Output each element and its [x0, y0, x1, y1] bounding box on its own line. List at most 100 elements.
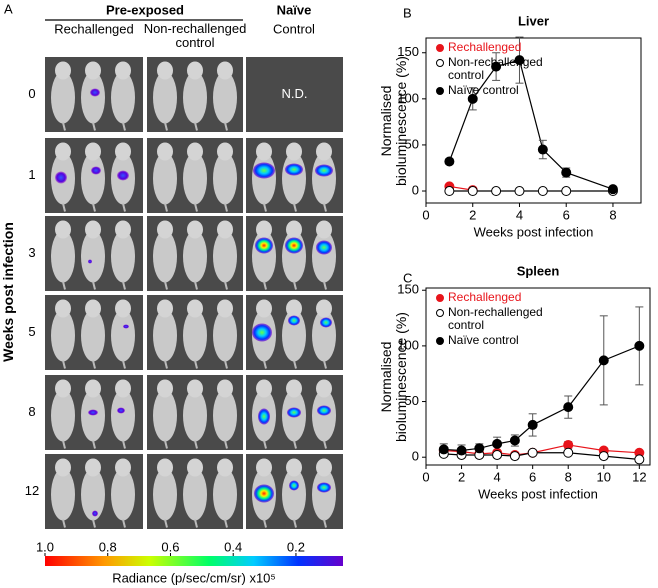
- data-point: [438, 444, 449, 455]
- mouse-head: [85, 299, 101, 318]
- x-tick-label: 0: [422, 469, 429, 484]
- colorbar-tick-label: 0.8: [99, 539, 117, 554]
- mouse-body: [312, 468, 336, 521]
- legend-marker: [436, 44, 444, 52]
- row-label: 5: [28, 324, 35, 339]
- mouse-head: [217, 61, 233, 80]
- colorbar-tick-label: 0.4: [224, 539, 242, 554]
- mouse-tail: [194, 122, 198, 131]
- mouse-head: [115, 458, 131, 477]
- data-point: [598, 355, 609, 366]
- mouse-head: [187, 379, 203, 398]
- signal-blob: [91, 166, 101, 175]
- mouse-head: [55, 379, 71, 398]
- mouse-tail: [164, 122, 168, 131]
- mouse-body: [183, 389, 207, 442]
- data-point: [491, 186, 502, 197]
- signal-blob: [316, 240, 332, 255]
- mouse-head: [256, 299, 272, 318]
- data-point: [598, 451, 609, 462]
- mouse-head: [286, 220, 302, 239]
- mouse-body: [111, 468, 135, 521]
- x-tick-label: 10: [597, 469, 611, 484]
- data-point: [527, 447, 538, 458]
- y-tick-label: 100: [397, 90, 419, 105]
- mouse-body: [183, 71, 207, 124]
- row-label: 12: [25, 483, 39, 498]
- y-tick-label: 100: [397, 337, 419, 352]
- group-header: Naïve: [277, 2, 312, 17]
- legend-label: Non-rechallenged control: [448, 55, 543, 82]
- mouse-head: [256, 458, 272, 477]
- mouse-head: [217, 299, 233, 318]
- data-point: [467, 186, 478, 197]
- plot-frame: [425, 37, 642, 204]
- legend-label: Naïve control: [448, 83, 519, 97]
- mouse-tail: [164, 360, 168, 369]
- y-tick-label: 50: [405, 136, 419, 151]
- row-label: 8: [28, 404, 35, 419]
- mouse-tail: [263, 519, 267, 528]
- mouse-body: [153, 152, 177, 205]
- data-point: [634, 454, 645, 465]
- mouse-tail: [62, 281, 66, 290]
- mouse-tail: [62, 519, 66, 528]
- mouse-head: [157, 299, 173, 318]
- x-tick-label: 8: [609, 207, 616, 222]
- data-point: [561, 167, 572, 178]
- data-point: [527, 419, 538, 430]
- signal-blob: [255, 237, 273, 254]
- mouse-head: [286, 299, 302, 318]
- data-point: [474, 443, 485, 454]
- mouse-tail: [122, 203, 126, 212]
- signal-blob: [258, 408, 270, 425]
- mouse-body: [81, 230, 105, 283]
- group-header: Pre-exposed: [106, 2, 184, 17]
- signal-blob: [254, 484, 274, 503]
- row-axis-label: Weeks post infection: [0, 222, 16, 362]
- mouse-body: [51, 309, 75, 362]
- mouse-body: [111, 309, 135, 362]
- mouse-tail: [194, 203, 198, 212]
- mouse-body: [81, 468, 105, 521]
- signal-blob: [317, 405, 331, 416]
- mouse-tail: [62, 440, 66, 449]
- mouse-tail: [293, 440, 297, 449]
- legend-label: Non-rechallenged control: [448, 305, 543, 332]
- mouse-head: [115, 379, 131, 398]
- mouse-head: [256, 220, 272, 239]
- mouse-tail: [92, 519, 96, 528]
- signal-blob: [117, 170, 129, 181]
- legend-marker: [436, 59, 444, 67]
- column-header: Non-rechallenged control: [143, 21, 247, 50]
- mouse-tail: [164, 203, 168, 212]
- mouse-head: [316, 458, 332, 477]
- row-label: 3: [28, 245, 35, 260]
- mouse-head: [85, 220, 101, 239]
- mouse-tail: [323, 440, 327, 449]
- panel-letter: A: [4, 1, 13, 16]
- mouse-body: [282, 468, 306, 521]
- mouse-body: [183, 468, 207, 521]
- mouse-head: [55, 61, 71, 80]
- data-point: [467, 93, 478, 104]
- x-tick-label: 2: [458, 469, 465, 484]
- mouse-head: [157, 142, 173, 161]
- mouse-head: [115, 220, 131, 239]
- signal-blob: [287, 407, 301, 418]
- series-line: [443, 452, 640, 461]
- mouse-head: [115, 142, 131, 161]
- mouse-body: [51, 230, 75, 283]
- y-tick-label: 0: [412, 182, 419, 197]
- mouse-head: [187, 299, 203, 318]
- signal-blob: [288, 315, 300, 326]
- mouse-body: [81, 309, 105, 362]
- row-label: 1: [28, 167, 35, 182]
- mouse-tail: [122, 122, 126, 131]
- mouse-tail: [62, 360, 66, 369]
- mouse-head: [256, 379, 272, 398]
- mouse-body: [111, 230, 135, 283]
- colorbar: [45, 556, 343, 566]
- x-tick-label: 4: [493, 469, 500, 484]
- plot-frame: [425, 287, 651, 466]
